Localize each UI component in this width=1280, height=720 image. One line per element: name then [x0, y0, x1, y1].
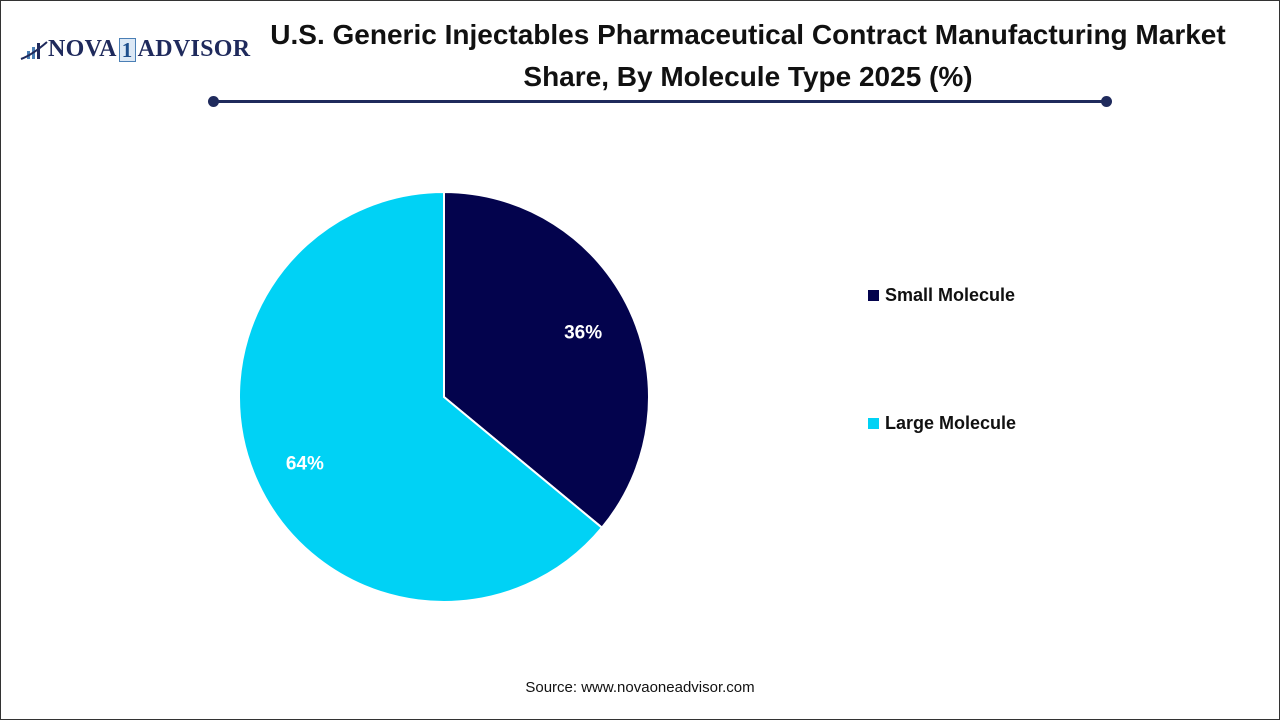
data-label-small-molecule: 36% [564, 323, 602, 344]
legend-item-small-molecule: Small Molecule [868, 285, 1015, 306]
nova-advisor-logo: NOVA 1 ADVISOR [20, 36, 250, 63]
title-underline [213, 100, 1106, 103]
legend-swatch-large-molecule [868, 418, 879, 429]
logo-text-one: 1 [118, 37, 136, 62]
data-label-large-molecule: 64% [286, 453, 324, 474]
chart-title: U.S. Generic Injectables Pharmaceutical … [270, 19, 1226, 92]
pie-slice-large-molecule [238, 190, 604, 603]
logo-text-nova: NOVA [48, 36, 117, 62]
bar-chart-logo-icon [20, 40, 48, 60]
legend-label: Large Molecule [885, 413, 1017, 433]
logo-text-advisor: ADVISOR [137, 36, 251, 62]
source-note: Source: www.novaoneadvisor.com [525, 679, 755, 696]
pie-slice-small-molecule [443, 190, 650, 530]
underline-dot-right [1101, 96, 1112, 107]
legend-label: Small Molecule [885, 285, 1016, 305]
underline-dot-left [208, 96, 219, 107]
legend-item-large-molecule: Large Molecule [868, 413, 1016, 434]
legend-swatch-small-molecule [868, 290, 879, 301]
